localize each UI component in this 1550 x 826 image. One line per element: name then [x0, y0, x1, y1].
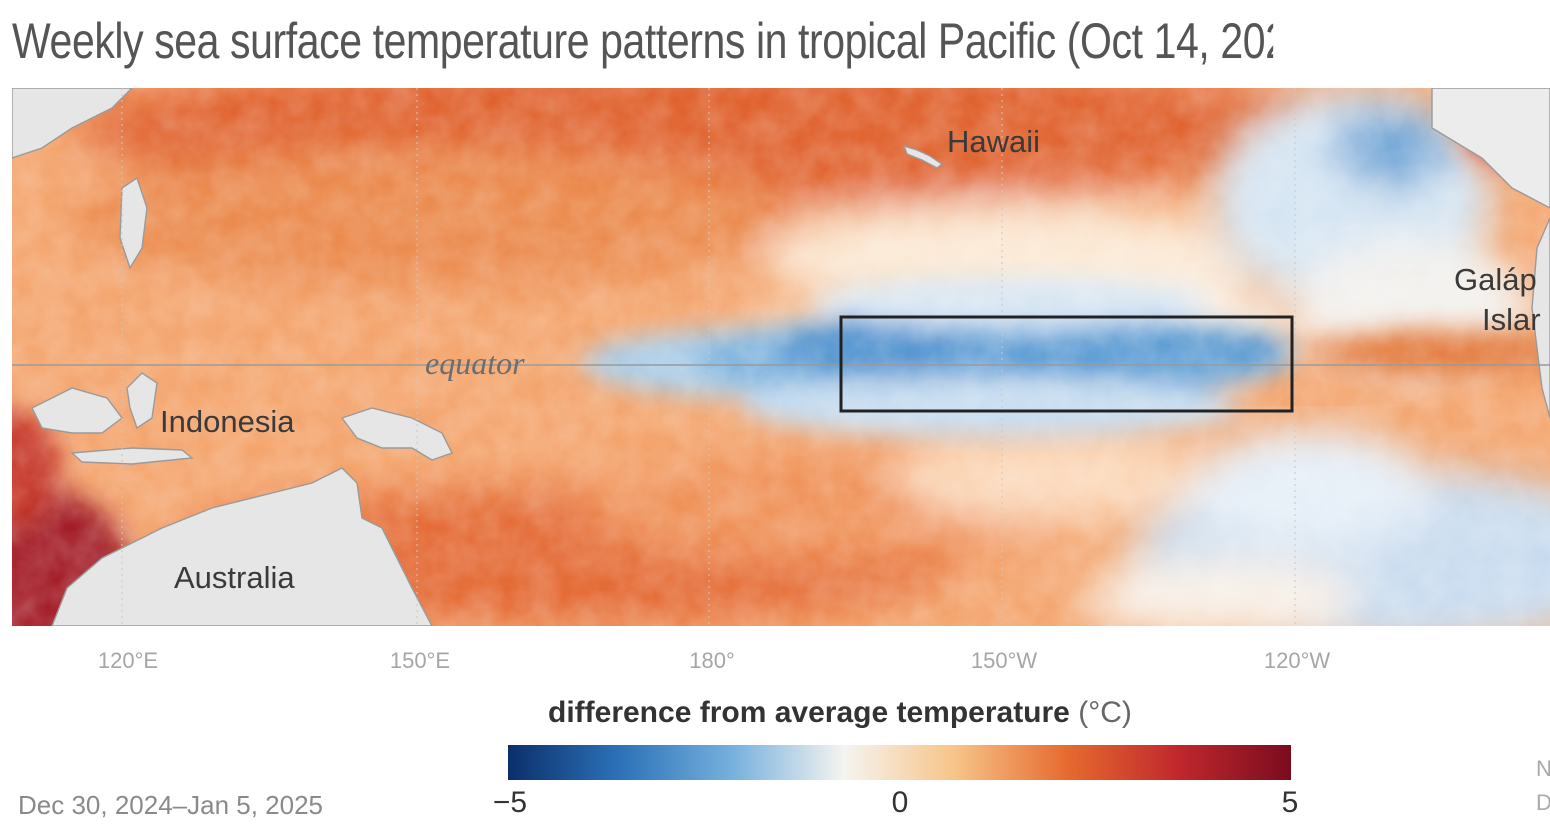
legend-colorbar [508, 745, 1291, 780]
page-title: Weekly sea surface temperature patterns … [12, 13, 1274, 69]
label-hawaii: Hawaii [947, 124, 1040, 159]
legend-mid-label: 0 [891, 786, 909, 819]
legend-max-label: 5 [1281, 786, 1299, 819]
tick-150e: 150°E [389, 648, 451, 673]
label-indonesia: Indonesia [160, 404, 295, 439]
australia-land [51, 467, 433, 626]
legend-title-text: difference from average temperature [548, 696, 1070, 729]
hawaii-islands [902, 144, 944, 169]
title-container: Weekly sea surface temperature patterns … [0, 0, 1550, 80]
label-australia: Australia [174, 560, 295, 595]
java-land [70, 447, 194, 465]
borneo-land [31, 387, 123, 434]
sulawesi-land [126, 372, 158, 430]
legend-title: difference from average temperature (°C) [548, 696, 1268, 730]
nino-region-box [839, 315, 1294, 413]
date-range-label: Dec 30, 2024–Jan 5, 2025 [18, 790, 324, 820]
central-america-land [1431, 88, 1550, 209]
credit-line-1: N [1536, 756, 1550, 781]
tick-120e: 120°E [97, 648, 159, 673]
philippines-land [119, 176, 148, 270]
south-america-land [1531, 217, 1550, 419]
label-equator: equator [425, 345, 525, 381]
tick-150w: 150°W [970, 648, 1038, 673]
credit-line-2: D [1536, 790, 1550, 815]
landmasses [12, 88, 1550, 626]
sst-map: Hawaii Galáp Islar equator Indonesia Aus… [12, 88, 1550, 626]
label-galapagos-2: Islar [1482, 302, 1541, 337]
new-guinea-land [340, 407, 453, 461]
legend-unit: (°C) [1078, 696, 1132, 729]
tick-120w: 120°W [1263, 648, 1331, 673]
legend-min-label: −5 [492, 786, 528, 819]
asia-land [12, 88, 133, 159]
label-galapagos-1: Galáp [1454, 262, 1537, 297]
tick-180: 180° [689, 648, 735, 673]
sst-map-svg: Hawaii Galáp Islar equator Indonesia Aus… [12, 88, 1550, 626]
